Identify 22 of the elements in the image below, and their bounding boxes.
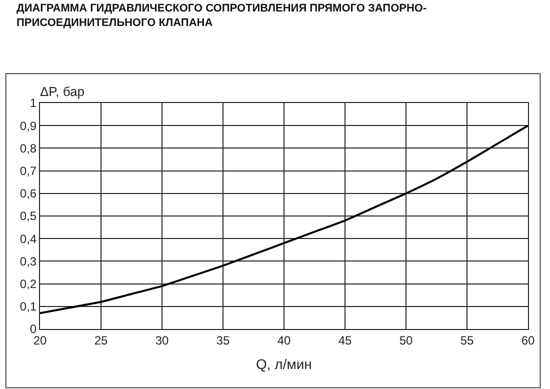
y-tick-label: 0,4 — [20, 232, 37, 246]
y-tick-label: 0,3 — [20, 254, 37, 268]
line-series — [40, 124, 528, 314]
y-tick-label: 0,8 — [20, 141, 37, 156]
y-tick-label: 1 — [30, 96, 37, 110]
y-axis-title: ΔP, бар — [40, 84, 85, 99]
y-tick-label: 0,7 — [20, 164, 37, 178]
y-tick-label: 0,1 — [20, 300, 37, 314]
y-tick-label: 0,2 — [20, 277, 37, 291]
x-tick-label: 50 — [399, 333, 413, 348]
y-tick-label: 0,5 — [20, 209, 37, 224]
x-tick-label: 25 — [94, 333, 108, 348]
x-tick-label: 30 — [155, 333, 169, 348]
x-tick-label: 45 — [338, 333, 352, 348]
x-tick-label: 60 — [521, 333, 535, 348]
chart-title: ДИАГРАММА ГИДРАВЛИЧЕСКОГО СОПРОТИВЛЕНИЯ ПРЯМОГО ЗАПОРНО-ПРИСОЕДИНИТЕЛЬНОГО КЛАПАНА — [16, 2, 427, 29]
x-axis-title: Q, л/мин — [256, 356, 312, 372]
x-tick-label: 40 — [277, 333, 291, 348]
y-tick-label: 0,9 — [20, 118, 37, 133]
y-tick-label: 0,6 — [20, 186, 37, 201]
x-tick-label: 55 — [460, 333, 474, 348]
x-tick-label: 35 — [216, 333, 230, 348]
